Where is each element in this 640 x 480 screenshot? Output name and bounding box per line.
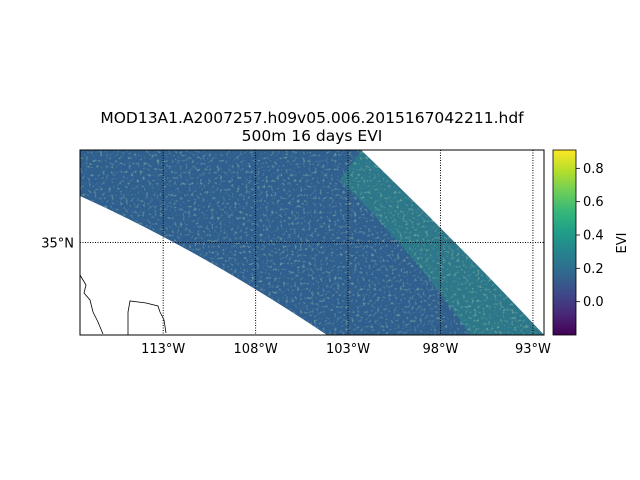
colorbar-tick-label: 0.4 xyxy=(583,229,604,244)
baja-coastline xyxy=(79,274,104,335)
us-mexico-border xyxy=(127,300,167,335)
coastline-lines xyxy=(79,274,167,335)
title-line-1: MOD13A1.A2007257.h09v05.006.201516704221… xyxy=(100,109,524,127)
meridian-label: 98°W xyxy=(423,342,459,357)
colorbar xyxy=(552,149,577,336)
colorbar-ticks: 0.0 0.2 0.4 0.6 0.8 xyxy=(576,162,604,310)
parallel-label: 35°N xyxy=(41,237,74,252)
map-axes-frame xyxy=(79,149,545,336)
colorbar-tick-label: 0.2 xyxy=(583,262,604,277)
meridian-labels: 113°W 108°W 103°W 98°W 93°W xyxy=(141,342,551,357)
data-swath-group xyxy=(80,150,544,335)
meridian-label: 113°W xyxy=(141,342,185,357)
title-line-2: 500m 16 days EVI xyxy=(241,127,383,145)
graticule xyxy=(80,150,544,335)
colorbar-tick-label: 0.0 xyxy=(583,295,604,310)
meridian-label: 108°W xyxy=(234,342,278,357)
colorbar-tick-label: 0.6 xyxy=(583,195,604,210)
colorbar-label: EVI xyxy=(615,233,630,254)
meridian-label: 93°W xyxy=(515,342,551,357)
meridian-label: 103°W xyxy=(326,342,370,357)
parallel-labels: 35°N xyxy=(41,237,74,252)
colorbar-tick-label: 0.8 xyxy=(583,162,604,177)
swath-speckle xyxy=(80,150,544,335)
map-title: MOD13A1.A2007257.h09v05.006.201516704221… xyxy=(80,109,544,145)
